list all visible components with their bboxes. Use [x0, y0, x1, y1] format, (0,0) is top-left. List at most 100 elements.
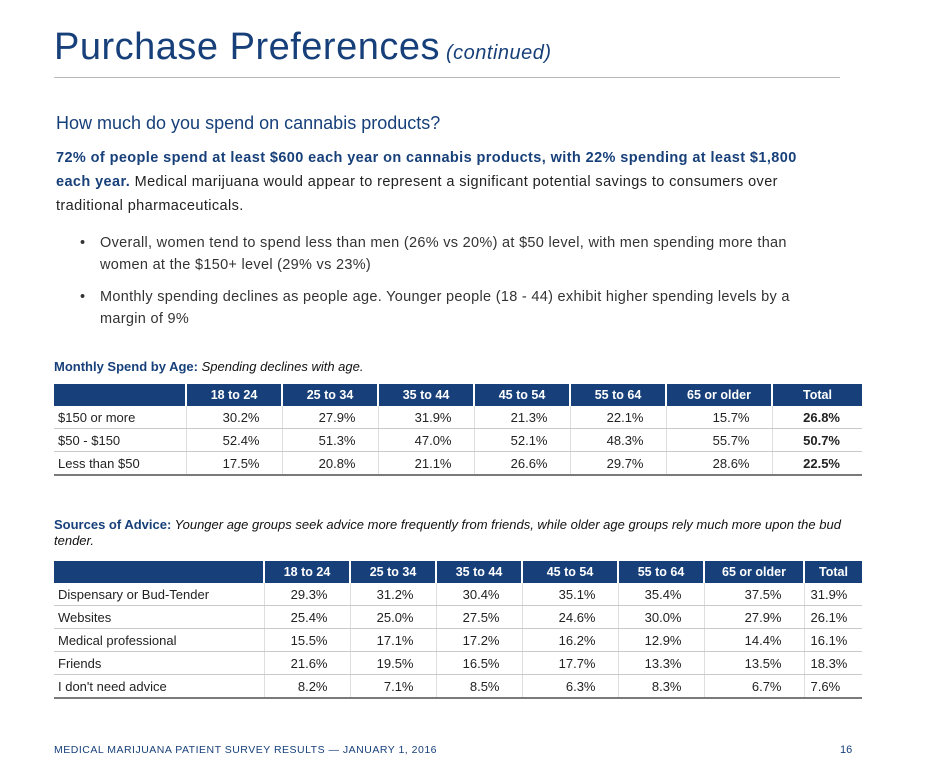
intro-text: Medical marijuana would appear to repres…: [56, 174, 778, 214]
value-cell: 13.5%: [704, 651, 805, 675]
value-cell: 16.2%: [522, 628, 619, 652]
value-cell: 52.4%: [186, 428, 283, 452]
value-cell: 13.3%: [618, 651, 705, 675]
page-header: Purchase Preferences (continued): [54, 22, 840, 78]
value-cell: 30.0%: [618, 605, 705, 629]
value-cell: 20.8%: [282, 451, 379, 476]
value-cell: 35.1%: [522, 583, 619, 606]
findings-list: Overall, women tend to spend less than m…: [80, 232, 800, 340]
column-header: 55 to 64: [618, 561, 705, 583]
value-cell: 15.5%: [264, 628, 351, 652]
table-row: Friends 21.6% 19.5% 16.5% 17.7% 13.3% 13.5% 18.…: [54, 651, 862, 675]
value-cell: 16.5%: [436, 651, 523, 675]
footer-text: MEDICAL MARIJUANA PATIENT SURVEY RESULTS…: [54, 744, 438, 756]
row-label: Dispensary or Bud-Tender: [54, 583, 265, 606]
value-cell: 22.1%: [570, 406, 667, 429]
value-cell: 17.7%: [522, 651, 619, 675]
value-cell: 52.1%: [474, 428, 571, 452]
value-cell: 51.3%: [282, 428, 379, 452]
intro-highlight: 72% of people spend at least $600 each y…: [56, 150, 797, 190]
header-corner-cell: [54, 384, 187, 406]
value-cell: 6.7%: [704, 674, 805, 699]
total-cell: 26.8%: [772, 406, 862, 429]
value-cell: 8.3%: [618, 674, 705, 699]
row-label: Medical professional: [54, 628, 265, 652]
value-cell: 35.4%: [618, 583, 705, 606]
table-row: Less than $50 17.5% 20.8% 21.1% 26.6% 29.7% 28…: [54, 451, 862, 476]
section-question: How much do you spend on cannabis produc…: [56, 113, 441, 133]
monthly-spend-table: 18 to 24 25 to 34 35 to 44 45 to 54 55 to 64…: [54, 384, 862, 476]
finding-item: Monthly spending declines as people age.…: [80, 286, 800, 330]
row-label: Websites: [54, 605, 265, 629]
table-row: $150 or more 30.2% 27.9% 31.9% 21.3% 22.1% 15.…: [54, 406, 862, 429]
total-cell: 26.1%: [804, 605, 862, 629]
value-cell: 19.5%: [350, 651, 437, 675]
value-cell: 47.0%: [378, 428, 475, 452]
column-header: 35 to 44: [436, 561, 523, 583]
value-cell: 17.1%: [350, 628, 437, 652]
value-cell: 12.9%: [618, 628, 705, 652]
value-cell: 15.7%: [666, 406, 773, 429]
value-cell: 8.2%: [264, 674, 351, 699]
value-cell: 25.4%: [264, 605, 351, 629]
title-divider: [54, 77, 840, 78]
table1-caption-note: Spending declines with age.: [197, 359, 364, 374]
value-cell: 30.4%: [436, 583, 523, 606]
value-cell: 31.2%: [350, 583, 437, 606]
value-cell: 30.2%: [186, 406, 283, 429]
sources-of-advice-table: 18 to 24 25 to 34 35 to 44 45 to 54 55 to 64…: [54, 561, 862, 699]
table-row: Dispensary or Bud-Tender 29.3% 31.2% 30.4% 3…: [54, 583, 862, 606]
total-cell: 31.9%: [804, 583, 862, 606]
table2-caption-note: Younger age groups seek advice more freq…: [54, 517, 841, 548]
value-cell: 37.5%: [704, 583, 805, 606]
table-header-row: 18 to 24 25 to 34 35 to 44 45 to 54 55 to 64…: [54, 384, 862, 406]
value-cell: 17.5%: [186, 451, 283, 476]
column-header: 45 to 54: [474, 384, 571, 406]
table-row: $50 - $150 52.4% 51.3% 47.0% 52.1% 48.3% 55.7%…: [54, 428, 862, 452]
value-cell: 6.3%: [522, 674, 619, 699]
value-cell: 8.5%: [436, 674, 523, 699]
table-row: I don't need advice 8.2% 7.1% 8.5% 6.3% 8.3% 6…: [54, 674, 862, 699]
value-cell: 26.6%: [474, 451, 571, 476]
row-label: $150 or more: [54, 406, 187, 429]
total-cell: 50.7%: [772, 428, 862, 452]
column-header: 45 to 54: [522, 561, 619, 583]
total-cell: 7.6%: [804, 674, 862, 699]
page-number: 16: [840, 744, 853, 756]
table1-caption: Monthly Spend by Age: Spending declines …: [54, 359, 874, 375]
column-header: 18 to 24: [264, 561, 351, 583]
column-header: Total: [804, 561, 862, 583]
value-cell: 17.2%: [436, 628, 523, 652]
value-cell: 27.9%: [704, 605, 805, 629]
column-header: 25 to 34: [350, 561, 437, 583]
page-title-sub: (continued): [445, 42, 552, 64]
value-cell: 24.6%: [522, 605, 619, 629]
value-cell: 31.9%: [378, 406, 475, 429]
column-header: 25 to 34: [282, 384, 379, 406]
value-cell: 48.3%: [570, 428, 667, 452]
table-row: Websites 25.4% 25.0% 27.5% 24.6% 30.0% 27.9% 26…: [54, 605, 862, 629]
page-title-main: Purchase Preferences: [54, 26, 440, 68]
table2-caption: Sources of Advice: Younger age groups se…: [54, 517, 884, 549]
finding-item: Overall, women tend to spend less than m…: [80, 232, 800, 276]
table1-caption-title: Monthly Spend by Age:: [54, 359, 198, 374]
table-row: Medical professional 15.5% 17.1% 17.2% 16.2%…: [54, 628, 862, 652]
column-header: Total: [772, 384, 862, 406]
value-cell: 27.9%: [282, 406, 379, 429]
value-cell: 29.3%: [264, 583, 351, 606]
value-cell: 21.6%: [264, 651, 351, 675]
column-header: 18 to 24: [186, 384, 283, 406]
table-header-row: 18 to 24 25 to 34 35 to 44 45 to 54 55 to 64…: [54, 561, 862, 583]
total-cell: 22.5%: [772, 451, 862, 476]
row-label: I don't need advice: [54, 674, 265, 699]
value-cell: 29.7%: [570, 451, 667, 476]
value-cell: 21.3%: [474, 406, 571, 429]
column-header: 55 to 64: [570, 384, 667, 406]
header-corner-cell: [54, 561, 265, 583]
value-cell: 55.7%: [666, 428, 773, 452]
column-header: 65 or older: [704, 561, 805, 583]
column-header: 65 or older: [666, 384, 773, 406]
total-cell: 16.1%: [804, 628, 862, 652]
value-cell: 21.1%: [378, 451, 475, 476]
row-label: Friends: [54, 651, 265, 675]
